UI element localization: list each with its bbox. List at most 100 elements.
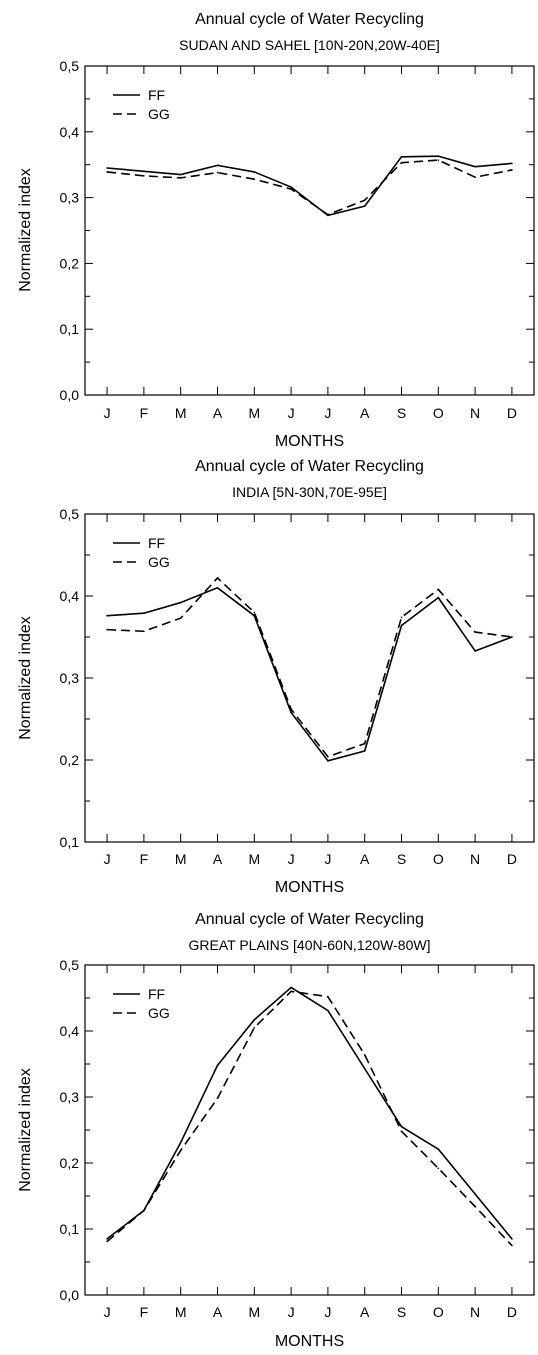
x-tick-label: J bbox=[104, 405, 111, 421]
y-tick-label: 0,2 bbox=[60, 752, 80, 768]
chart-subtitle: INDIA [5N-30N,70E-95E] bbox=[232, 484, 387, 500]
data-point-ff bbox=[400, 624, 403, 627]
data-point-ff bbox=[143, 612, 145, 615]
x-tick-label: S bbox=[397, 1304, 406, 1320]
x-tick-label: O bbox=[433, 1304, 444, 1320]
data-point-gg bbox=[363, 1053, 366, 1056]
data-point-ff bbox=[179, 601, 182, 604]
y-tick-label: 0,4 bbox=[60, 588, 80, 604]
y-tick-label: 0,4 bbox=[60, 1023, 80, 1039]
data-point-gg bbox=[179, 1149, 182, 1152]
chart-title: Annual cycle of Water Recycling bbox=[195, 458, 424, 475]
x-axis-label: MONTHS bbox=[275, 433, 344, 450]
legend-label-ff: FF bbox=[148, 87, 165, 103]
data-point-ff bbox=[511, 1238, 513, 1240]
x-tick-label: J bbox=[104, 1304, 111, 1320]
data-point-gg bbox=[437, 159, 440, 161]
x-tick-label: D bbox=[507, 1304, 517, 1320]
data-point-ff bbox=[327, 760, 329, 762]
data-point-ff bbox=[106, 614, 108, 617]
data-point-gg bbox=[437, 1167, 440, 1170]
x-tick-label: D bbox=[507, 851, 517, 867]
data-point-ff bbox=[106, 1238, 108, 1240]
data-point-ff bbox=[437, 1148, 440, 1150]
x-tick-label: A bbox=[360, 851, 370, 867]
data-point-ff bbox=[216, 1064, 219, 1067]
data-point-ff bbox=[363, 1067, 366, 1070]
data-point-gg bbox=[400, 161, 403, 164]
data-point-ff bbox=[363, 205, 366, 207]
data-point-gg bbox=[143, 1209, 145, 1212]
x-tick-label: O bbox=[433, 405, 444, 421]
legend-label-ff: FF bbox=[148, 535, 165, 551]
data-point-gg bbox=[290, 708, 292, 710]
x-tick-label: A bbox=[213, 1304, 223, 1320]
y-axis-label: Normalized index bbox=[17, 168, 34, 292]
x-tick-label: D bbox=[507, 405, 517, 421]
y-tick-label: 0,5 bbox=[60, 506, 80, 522]
data-point-gg bbox=[106, 171, 108, 173]
y-tick-label: 0,2 bbox=[60, 1155, 80, 1171]
data-point-ff bbox=[290, 186, 292, 188]
x-tick-label: F bbox=[140, 1304, 149, 1320]
data-point-ff bbox=[179, 1141, 182, 1144]
x-tick-label: S bbox=[397, 405, 406, 421]
data-point-gg bbox=[179, 617, 182, 619]
chart-title: Annual cycle of Water Recycling bbox=[195, 911, 424, 928]
x-tick-label: A bbox=[360, 1304, 370, 1320]
data-point-ff bbox=[400, 1125, 403, 1128]
x-tick-label: N bbox=[470, 851, 480, 867]
data-point-ff bbox=[400, 156, 403, 158]
data-point-gg bbox=[437, 588, 440, 591]
x-tick-label: A bbox=[360, 405, 370, 421]
data-point-ff bbox=[290, 986, 292, 989]
data-point-gg bbox=[216, 1097, 219, 1100]
data-point-ff bbox=[216, 164, 219, 167]
data-point-gg bbox=[327, 213, 329, 216]
data-point-gg bbox=[216, 171, 219, 174]
data-point-gg bbox=[216, 577, 219, 579]
y-tick-label: 0,1 bbox=[60, 321, 80, 337]
y-tick-label: 0,4 bbox=[60, 124, 80, 140]
legend-label-ff: FF bbox=[148, 986, 165, 1002]
y-tick-label: 0,5 bbox=[60, 957, 80, 973]
x-tick-label: O bbox=[433, 851, 444, 867]
data-point-gg bbox=[400, 616, 403, 619]
data-point-gg bbox=[363, 742, 366, 745]
x-axis-label: MONTHS bbox=[275, 1333, 344, 1350]
chart-subtitle: SUDAN AND SAHEL [10N-20N,20W-40E] bbox=[179, 37, 440, 53]
x-tick-label: N bbox=[470, 405, 480, 421]
data-point-gg bbox=[143, 630, 145, 633]
series-line-ff bbox=[106, 986, 513, 1240]
data-point-ff bbox=[253, 1018, 256, 1021]
data-point-ff bbox=[290, 711, 292, 714]
y-tick-label: 0,0 bbox=[60, 387, 80, 403]
data-point-ff bbox=[474, 1193, 476, 1195]
data-point-gg bbox=[253, 1026, 256, 1029]
data-point-ff bbox=[106, 167, 108, 169]
data-point-gg bbox=[363, 199, 366, 202]
legend-label-gg: GG bbox=[148, 1005, 170, 1021]
y-tick-label: 0,0 bbox=[60, 1287, 80, 1303]
data-point-gg bbox=[143, 175, 145, 177]
x-tick-label: J bbox=[288, 405, 295, 421]
data-point-gg bbox=[253, 611, 256, 614]
x-tick-label: F bbox=[140, 851, 149, 867]
x-tick-label: A bbox=[213, 851, 223, 867]
x-tick-label: M bbox=[248, 851, 260, 867]
data-point-gg bbox=[511, 1244, 513, 1247]
y-tick-label: 0,3 bbox=[60, 1089, 80, 1105]
data-point-gg bbox=[327, 995, 329, 998]
x-tick-label: N bbox=[470, 1304, 480, 1320]
legend-label-gg: GG bbox=[148, 554, 170, 570]
data-point-gg bbox=[474, 631, 476, 633]
x-tick-label: J bbox=[324, 405, 331, 421]
data-point-ff bbox=[511, 162, 513, 165]
data-point-ff bbox=[474, 165, 476, 168]
data-point-gg bbox=[511, 169, 513, 171]
y-axis-label: Normalized index bbox=[17, 1068, 34, 1192]
data-point-ff bbox=[216, 587, 219, 589]
chart-panel-india: Annual cycle of Water Recycling INDIA [5N… bbox=[17, 458, 535, 896]
data-point-ff bbox=[363, 750, 366, 752]
